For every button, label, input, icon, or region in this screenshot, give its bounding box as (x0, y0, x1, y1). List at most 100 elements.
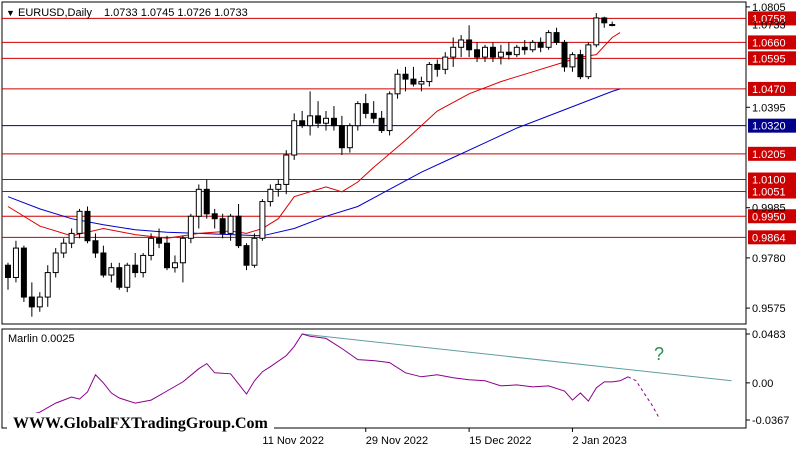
price-tick-label: 0.9985 (752, 203, 786, 215)
slow-moving-average-line (7, 88, 621, 237)
candle-body (346, 125, 353, 149)
candle-body (235, 215, 242, 247)
candle-body (68, 232, 75, 244)
level-price-tag (748, 118, 796, 133)
candle-body (219, 218, 226, 234)
level-price-label: 1.0320 (752, 121, 786, 133)
candle-body (60, 242, 67, 254)
candle-body (323, 117, 329, 124)
ohlc-values: 1.0733 1.0745 1.0726 1.0733 (104, 7, 248, 19)
candle-body (203, 188, 210, 215)
candle-body (299, 120, 306, 127)
candle-body (211, 213, 218, 220)
candle-body (116, 267, 123, 288)
candle-body (171, 262, 178, 269)
candle-body (482, 46, 488, 58)
candle-body (283, 154, 290, 185)
level-price-tag (748, 81, 796, 96)
candle-body (410, 78, 417, 85)
candle-body (545, 32, 552, 48)
candle-body (458, 39, 465, 48)
level-price-label: 1.0470 (752, 84, 786, 96)
time-tick-label: 15 Dec 2022 (469, 435, 531, 447)
indicator-tick-label: 0.0483 (752, 329, 786, 341)
candle-body (227, 215, 234, 234)
candle-body (44, 272, 51, 298)
candle-body (179, 237, 186, 264)
candle-body (100, 252, 107, 276)
candle-body (76, 210, 83, 234)
candle-body (52, 252, 59, 274)
candle-body (497, 51, 504, 58)
level-price-label: 1.0660 (752, 37, 786, 49)
candle-body (593, 17, 600, 46)
level-price-tag (748, 35, 796, 50)
time-tick-label: 11 Nov 2022 (262, 435, 324, 447)
level-price-labels: 1.0758 1.0660 1.0595 1.0470 1.0320 1.0205 1.01… (748, 11, 796, 245)
level-price-tag (748, 230, 796, 245)
candle-body (164, 242, 170, 269)
candle-body (561, 41, 568, 68)
candle-body (466, 39, 473, 51)
candle-body (84, 210, 91, 242)
candle-body (513, 46, 520, 56)
candle-body (156, 237, 163, 244)
price-tick-label: 0.9780 (752, 253, 786, 265)
marlin-indicator: 0.0483 0.00 -0.0367 (7, 329, 789, 427)
candle-body (5, 264, 11, 278)
candle-body (418, 81, 425, 85)
indicator-trendline (302, 333, 732, 382)
level-price-tag (748, 146, 796, 161)
candle-body (450, 46, 457, 58)
candle-body (132, 264, 139, 274)
candle-body (195, 188, 202, 217)
candle-body (370, 112, 377, 119)
candle-body (609, 24, 616, 27)
candle-body (378, 117, 385, 132)
candle-body (148, 237, 155, 256)
question-mark: ? (654, 344, 664, 364)
candle-body (569, 54, 576, 68)
level-price-label: 0.9950 (752, 211, 786, 223)
level-price-label: 0.9864 (752, 232, 786, 244)
candle-body (92, 240, 99, 254)
time-axis-ticks: 11 Nov 2022 29 Nov 2022 15 Dec 2022 2 Jan 2… (261, 428, 627, 447)
candle-body (108, 267, 115, 276)
candle-body (187, 215, 194, 239)
candle-body (553, 32, 560, 43)
level-price-tag (748, 209, 796, 224)
candle-body (20, 247, 27, 298)
candle-body (307, 115, 314, 127)
candle-body (402, 73, 409, 80)
candle-body (601, 17, 608, 24)
candle-body (362, 103, 369, 114)
candlesticks (5, 13, 616, 317)
candle-body (330, 117, 337, 127)
current-price-label: 1.0733 (752, 20, 786, 32)
candle-body (12, 247, 19, 278)
candle-body (36, 296, 43, 308)
candle-body (259, 201, 266, 239)
candle-body (267, 188, 274, 203)
candle-body (585, 44, 592, 78)
fast-moving-average-line (7, 32, 621, 239)
level-price-label: 1.0595 (752, 53, 786, 65)
candle-body (442, 56, 449, 70)
price-axis-ticks: 1.0805 1.0395 0.9985 0.9780 0.9575 (746, 2, 786, 315)
marlin-projection-line (627, 376, 661, 420)
time-tick-label: 2 Jan 2023 (572, 435, 626, 447)
level-price-tag (748, 172, 796, 187)
level-price-label: 1.0100 (752, 175, 786, 187)
candle-body (243, 245, 250, 266)
candle-body (426, 63, 433, 83)
indicator-panel-frame (1, 328, 747, 429)
price-tick-label: 0.9575 (752, 303, 786, 315)
marlin-line (7, 333, 629, 417)
price-panel-frame (1, 1, 747, 325)
symbol-dropdown-icon[interactable]: ▼ (6, 8, 15, 18)
candle-body (394, 73, 401, 95)
candle-body (315, 115, 322, 124)
candle-body (291, 120, 298, 156)
candle-body (529, 41, 536, 51)
